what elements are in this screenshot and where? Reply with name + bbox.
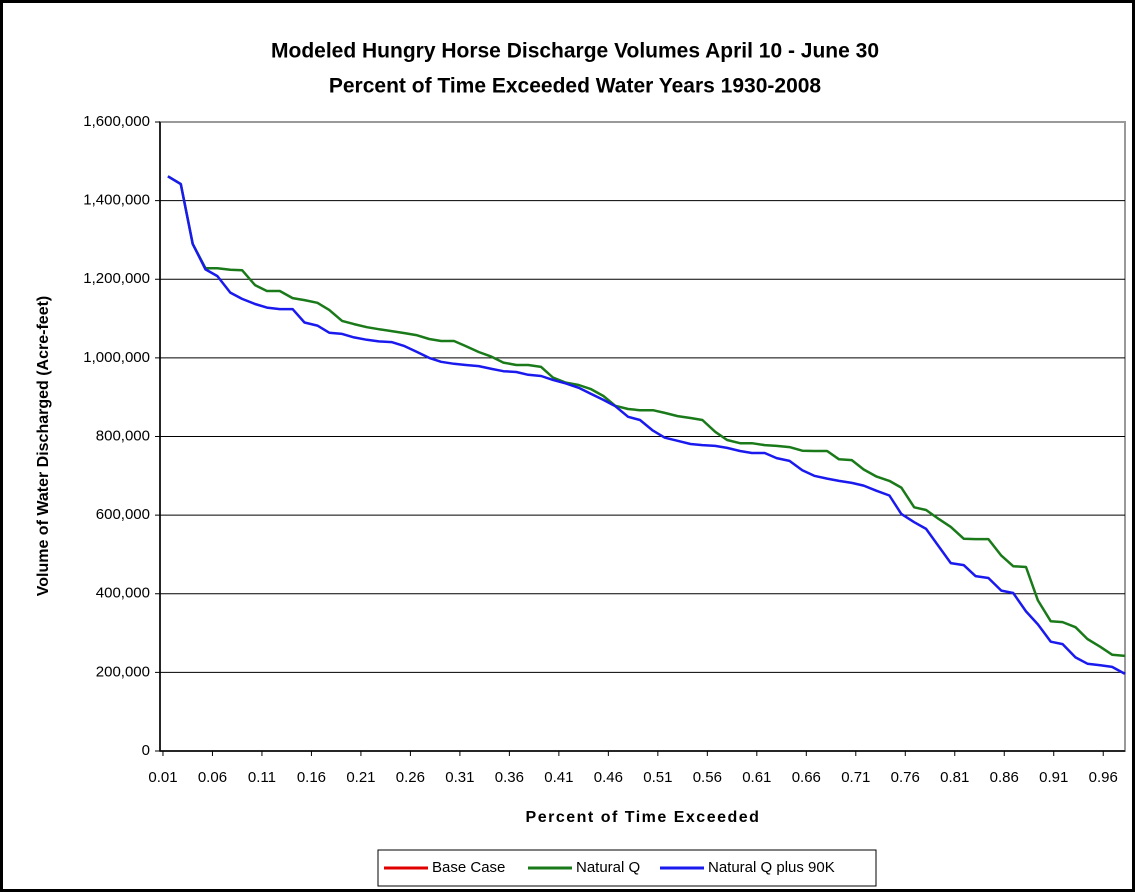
x-tick-label: 0.16 (297, 769, 326, 786)
series-line (167, 175, 1126, 658)
x-tick-label: 0.76 (891, 769, 920, 786)
x-tick-label: 0.71 (841, 769, 870, 786)
y-tick-label: 1,600,000 (83, 113, 150, 130)
legend-label: Base Case (432, 859, 505, 876)
x-tick-label: 0.11 (248, 769, 276, 786)
x-tick-label: 0.86 (990, 769, 1019, 786)
x-tick-label: 0.41 (544, 769, 573, 786)
x-tick-label: 0.31 (445, 769, 474, 786)
x-tick-label: 0.36 (495, 769, 524, 786)
x-axis-title: Percent of Time Exceeded (526, 809, 761, 826)
legend-box (377, 849, 877, 887)
x-tick-label: 0.81 (940, 769, 969, 786)
x-tick-label: 0.46 (594, 769, 623, 786)
y-tick-label: 0 (142, 742, 150, 759)
y-axis-title: Volume of Water Discharged (Acre-feet) (35, 296, 52, 597)
x-tick-label: 0.56 (693, 769, 722, 786)
x-tick-label: 0.21 (346, 769, 375, 786)
series-line (167, 175, 1126, 675)
chart-title: Modeled Hungry Horse Discharge Volumes A… (271, 40, 879, 63)
x-tick-label: 0.26 (396, 769, 425, 786)
y-tick-label: 200,000 (96, 663, 150, 680)
y-tick-label: 800,000 (96, 427, 150, 444)
x-tick-label: 0.06 (198, 769, 227, 786)
x-tick-label: 0.91 (1039, 769, 1068, 786)
chart-subtitle: Percent of Time Exceeded Water Years 193… (329, 75, 822, 98)
x-tick-label: 0.51 (643, 769, 672, 786)
y-tick-label: 600,000 (96, 506, 150, 523)
x-tick-label: 0.01 (148, 769, 177, 786)
y-tick-label: 1,000,000 (83, 349, 150, 366)
x-tick-label: 0.66 (792, 769, 821, 786)
x-tick-label: 0.96 (1089, 769, 1118, 786)
y-tick-label: 400,000 (96, 585, 150, 602)
legend-label: Natural Q plus 90K (708, 859, 835, 876)
legend-label: Natural Q (576, 859, 640, 876)
x-tick-label: 0.61 (742, 769, 771, 786)
y-tick-label: 1,400,000 (83, 192, 150, 209)
y-tick-label: 1,200,000 (83, 270, 150, 287)
